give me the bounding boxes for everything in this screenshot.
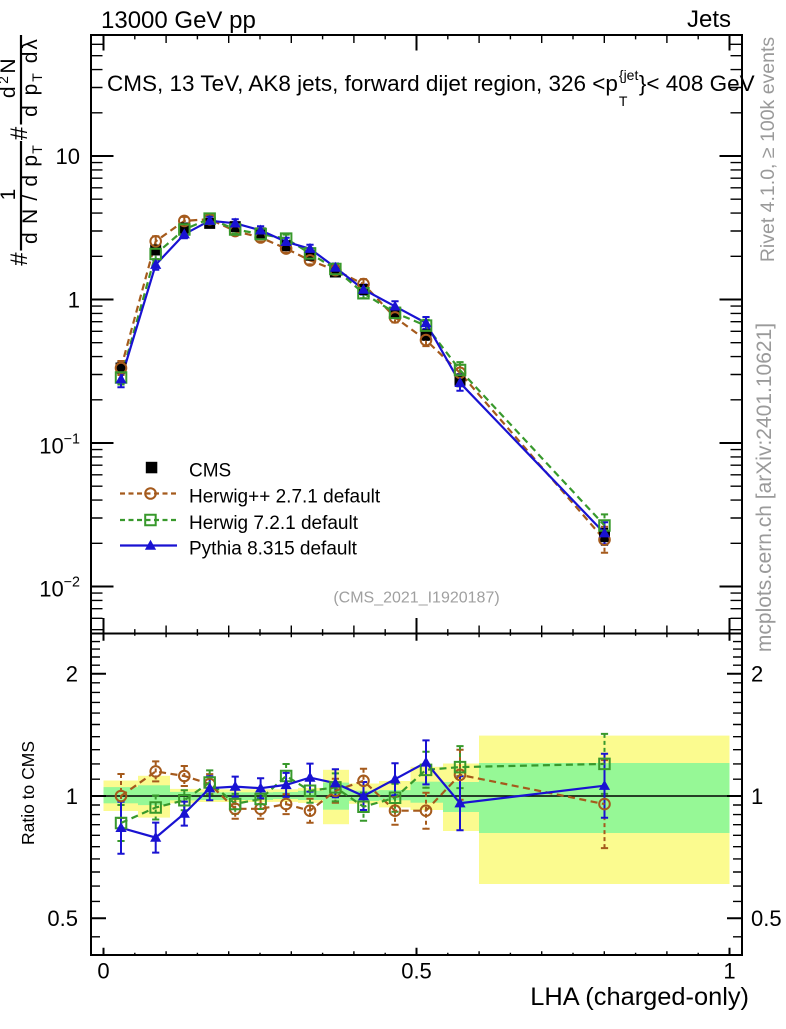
svg-text:0.5: 0.5 [751,906,782,931]
svg-text:Ratio to CMS: Ratio to CMS [18,741,38,845]
svg-text:Pythia 8.315 default: Pythia 8.315 default [189,538,358,559]
svg-text:0.5: 0.5 [401,959,432,984]
svg-text:1: 1 [0,189,20,201]
svg-text:Herwig 7.2.1 default: Herwig 7.2.1 default [189,513,359,534]
svg-text:LHA (charged-only): LHA (charged-only) [530,983,749,1011]
svg-text:10: 10 [56,144,80,169]
svg-text:d N / d pT: d N / d pT [19,144,45,244]
svg-text:#: # [6,126,33,140]
svg-text:mcplots.cern.ch [arXiv:2401.10: mcplots.cern.ch [arXiv:2401.10621] [753,323,776,652]
svg-text:}< 408 GeV: }< 408 GeV [639,71,755,96]
svg-text:10−2: 10−2 [39,574,80,601]
svg-text:1: 1 [66,784,78,809]
svg-text:2: 2 [66,662,78,687]
svg-text:1: 1 [68,287,80,312]
svg-text:CMS, 13 TeV, AK8 jets, forward: CMS, 13 TeV, AK8 jets, forward dijet reg… [107,71,618,96]
svg-text:0: 0 [97,959,109,984]
svg-text:Rivet 4.1.0, ≥ 100k events: Rivet 4.1.0, ≥ 100k events [757,37,779,263]
svg-text:1: 1 [723,959,735,984]
svg-text:1: 1 [751,784,763,809]
svg-text:(CMS_2021_I1920187): (CMS_2021_I1920187) [333,590,499,607]
svg-text:0.5: 0.5 [47,906,78,931]
svg-text:{jet: {jet [619,67,639,83]
svg-text:2: 2 [751,662,763,687]
svg-text:Jets: Jets [687,6,731,33]
svg-text:#: # [6,252,33,266]
svg-text:d2N: d2N [0,56,20,98]
svg-text:Herwig++ 2.7.1 default: Herwig++ 2.7.1 default [189,486,381,507]
svg-text:CMS: CMS [189,460,231,481]
svg-text:13000 GeV pp: 13000 GeV pp [101,7,256,34]
svg-text:T: T [619,93,628,109]
